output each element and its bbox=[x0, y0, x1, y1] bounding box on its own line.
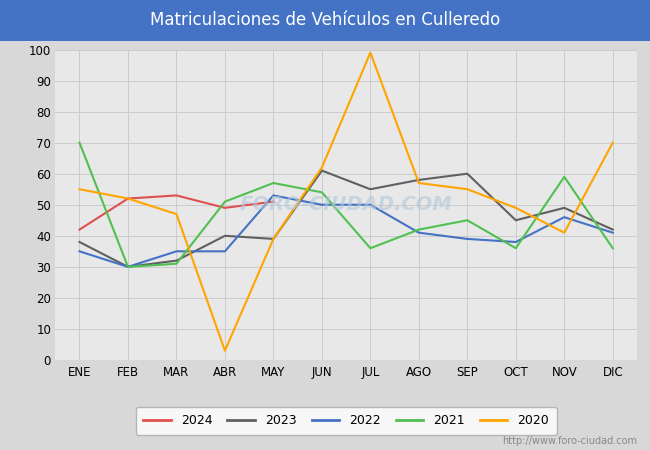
Legend: 2024, 2023, 2022, 2021, 2020: 2024, 2023, 2022, 2021, 2020 bbox=[136, 407, 556, 435]
Text: http://www.foro-ciudad.com: http://www.foro-ciudad.com bbox=[502, 436, 637, 446]
Text: FORO-CIUDAD.COM: FORO-CIUDAD.COM bbox=[240, 195, 452, 214]
Text: Matriculaciones de Vehículos en Culleredo: Matriculaciones de Vehículos en Cullered… bbox=[150, 11, 500, 29]
